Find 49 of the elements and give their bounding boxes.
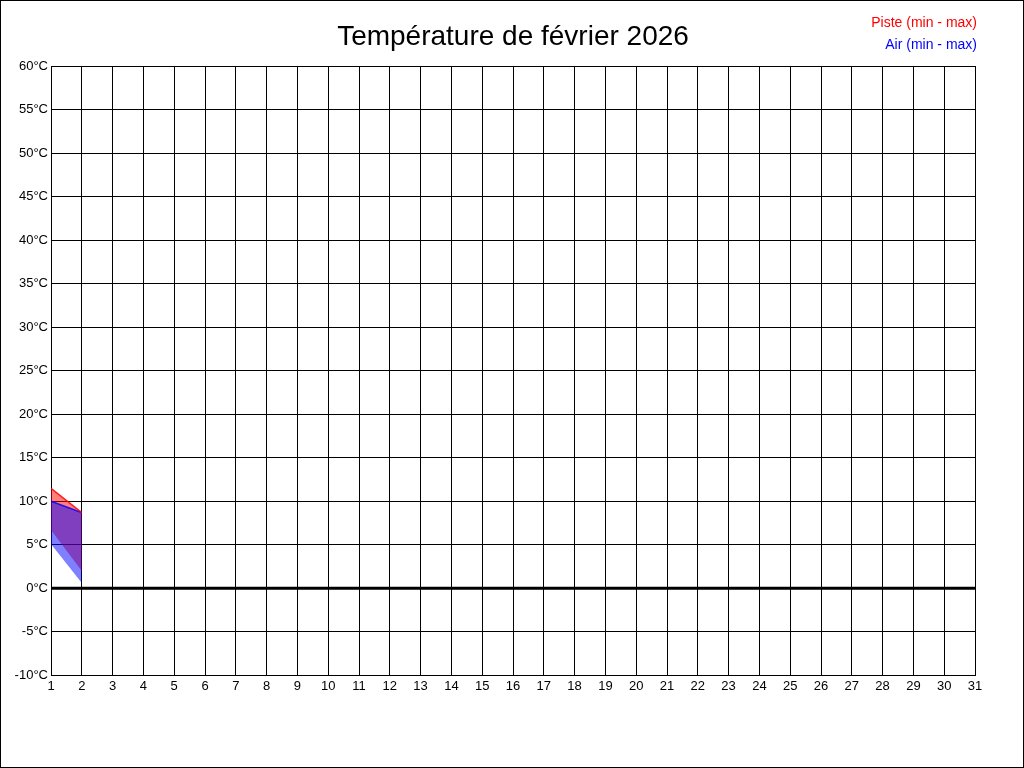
x-tick-label: 21 — [659, 677, 675, 693]
x-tick-label: 29 — [906, 677, 921, 693]
x-tick-label: 10 — [320, 677, 336, 693]
y-tick-label: 0°C — [26, 579, 48, 595]
x-tick-label: 30 — [936, 677, 952, 693]
x-tick-label: 14 — [444, 677, 459, 693]
x-tick-label: 13 — [413, 677, 428, 693]
x-tick-label: 6 — [201, 677, 209, 693]
x-tick-label: 28 — [875, 677, 890, 693]
x-tick-label: 27 — [844, 677, 860, 693]
x-tick-label: 9 — [293, 677, 302, 693]
y-tick-label: -5°C — [21, 623, 48, 639]
x-tick-label: 24 — [752, 677, 767, 693]
x-tick-label: 12 — [382, 677, 398, 693]
y-tick-label: 5°C — [26, 536, 48, 552]
y-tick-label: 40°C — [18, 231, 48, 247]
x-tick-label: 15 — [474, 677, 490, 693]
y-tick-label: 55°C — [18, 101, 48, 117]
x-tick-label: 2 — [78, 677, 86, 693]
y-tick-label: 10°C — [18, 492, 48, 508]
x-tick-label: 3 — [108, 677, 117, 693]
x-tick-label: 26 — [813, 677, 829, 693]
x-tick-label: 11 — [352, 677, 366, 693]
y-tick-label: 25°C — [18, 362, 48, 378]
x-tick-label: 22 — [690, 677, 706, 693]
y-tick-label: 60°C — [18, 57, 48, 73]
y-tick-label: 50°C — [18, 144, 48, 160]
text: Piste (min - max) — [871, 13, 977, 30]
x-tick-label: 18 — [567, 677, 582, 693]
y-tick-label: 15°C — [18, 449, 48, 465]
text: Air (min - max) — [885, 35, 977, 52]
x-tick-label: 16 — [505, 677, 521, 693]
x-tick-label: 7 — [232, 677, 240, 693]
x-tick-label: 23 — [721, 677, 736, 693]
y-tick-label: 45°C — [18, 188, 48, 204]
y-tick-label: 35°C — [18, 275, 48, 291]
chart-title: Température de février 2026 — [337, 19, 689, 51]
x-tick-label: 25 — [782, 677, 798, 693]
x-tick-label: 8 — [262, 677, 271, 693]
y-tick-label: 20°C — [18, 405, 48, 421]
x-tick-label: 5 — [170, 677, 178, 693]
x-tick-label: 31 — [967, 677, 983, 693]
y-tick-label: 30°C — [18, 318, 48, 334]
x-tick-label: 4 — [139, 677, 148, 693]
x-tick-label: 19 — [598, 677, 613, 693]
y-tick-label: -10°C — [14, 666, 48, 682]
x-tick-label: 20 — [628, 677, 644, 693]
x-tick-label: 1 — [47, 677, 55, 693]
x-tick-label: 17 — [536, 677, 552, 693]
